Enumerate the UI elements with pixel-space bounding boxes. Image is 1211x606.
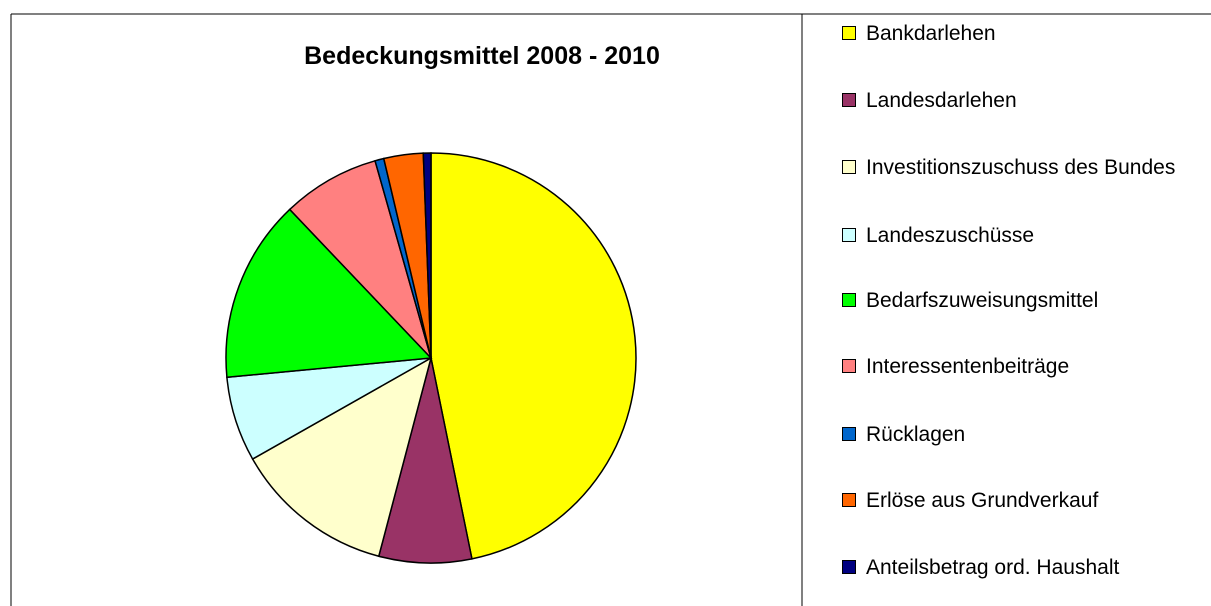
legend-swatch bbox=[842, 26, 856, 40]
legend-swatch bbox=[842, 293, 856, 307]
legend-swatch bbox=[842, 359, 856, 373]
pie-slice bbox=[422, 152, 432, 359]
legend-swatch bbox=[842, 228, 856, 242]
legend-item: Bedarfszuweisungsmittel bbox=[842, 286, 1187, 315]
legend-label: Landeszuschüsse bbox=[866, 224, 1035, 247]
legend-label: Interessentenbeiträge bbox=[866, 355, 1070, 378]
legend-item: Erlöse aus Grundverkauf bbox=[842, 486, 1187, 515]
legend-swatch bbox=[842, 560, 856, 574]
legend-label: Rücklagen bbox=[866, 423, 966, 446]
legend-label: Bedarfszuweisungsmittel bbox=[866, 289, 1099, 312]
legend-swatch bbox=[842, 160, 856, 174]
legend-swatch bbox=[842, 93, 856, 107]
legend-label: Erlöse aus Grundverkauf bbox=[866, 489, 1099, 512]
pie bbox=[225, 152, 637, 564]
pie-slice bbox=[225, 208, 433, 379]
legend-item: Landeszuschüsse bbox=[842, 221, 1187, 250]
pie-slice bbox=[288, 159, 432, 359]
legend-item: Landesdarlehen bbox=[842, 86, 1187, 115]
legend-item: Bankdarlehen bbox=[842, 19, 1187, 48]
legend-swatch bbox=[842, 493, 856, 507]
legend-label: Anteilsbetrag ord. Haushalt bbox=[866, 556, 1120, 579]
legend-label: Bankdarlehen bbox=[866, 22, 996, 45]
pie-slice bbox=[251, 356, 433, 558]
legend-item: Investitionszuschuss des Bundes bbox=[842, 153, 1187, 182]
legend-item: Interessentenbeiträge bbox=[842, 352, 1187, 381]
legend-label: Investitionszuschuss des Bundes bbox=[866, 156, 1176, 179]
chart-title: Bedeckungsmittel 2008 - 2010 bbox=[304, 42, 660, 70]
legend-swatch bbox=[842, 427, 856, 441]
legend-item: Rücklagen bbox=[842, 420, 1187, 449]
legend-item: Anteilsbetrag ord. Haushalt bbox=[842, 553, 1187, 582]
pie-slice bbox=[430, 152, 637, 560]
legend-label: Landesdarlehen bbox=[866, 89, 1017, 112]
